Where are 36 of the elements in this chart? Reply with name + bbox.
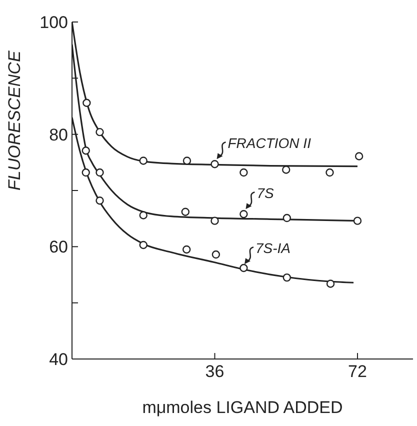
annotation: 7S (256, 185, 274, 202)
point (354, 152, 364, 160)
x-tick-label: 36 (205, 362, 224, 382)
y-tick-label: 40 (49, 350, 68, 370)
point (181, 208, 190, 216)
point (139, 211, 148, 220)
x-tick-label: 72 (348, 362, 367, 382)
y-tick-label: 60 (49, 238, 68, 257)
point (240, 210, 248, 218)
point (82, 98, 91, 107)
point (210, 160, 219, 168)
point (282, 214, 292, 222)
y-tick-label: 80 (49, 125, 68, 144)
point (182, 156, 192, 165)
point (82, 168, 90, 177)
point (139, 240, 148, 250)
point (240, 168, 248, 177)
point (212, 250, 220, 259)
x-axis-title: mμmoles LIGAND ADDED (142, 398, 343, 417)
point (210, 216, 219, 225)
point (139, 156, 148, 165)
point (326, 280, 335, 288)
point (82, 146, 90, 155)
annotation: 7S-IA (256, 240, 291, 256)
point (96, 168, 104, 177)
point (353, 216, 362, 225)
point (240, 264, 248, 272)
point (282, 273, 292, 282)
point (282, 166, 290, 174)
point (326, 168, 334, 177)
y-axis-title: FLUORESCENCE (5, 50, 24, 190)
point (96, 196, 104, 205)
annotation: FRACTION II (228, 135, 312, 152)
y-tick-label: 100 (40, 13, 68, 32)
point (182, 245, 191, 254)
point (96, 128, 104, 136)
